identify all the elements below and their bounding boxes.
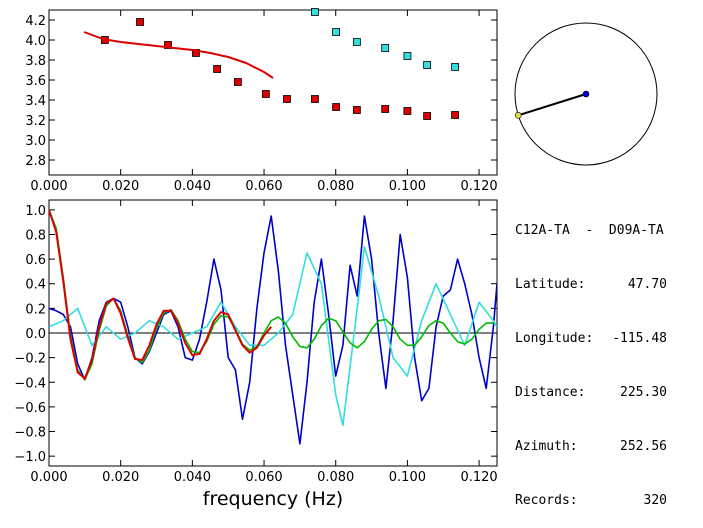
correlation-series-group	[49, 209, 497, 445]
dispersion-marker-cyan	[403, 52, 412, 60]
dispersion-chart: 0.000 0.020 0.040 0.060 0.080 0.100 0.120 2.8 3.…	[25, 8, 498, 194]
correlation-xtick-label: 0.100	[389, 470, 426, 485]
dispersion-ytick-label: 2.8	[25, 154, 46, 169]
dispersion-marker-red	[403, 107, 412, 115]
info-row-longitude: Longitude: -115.48	[515, 330, 667, 348]
info-row-records: Records: 320	[515, 492, 667, 510]
correlation-ytick-label: −0.8	[14, 426, 46, 441]
correlation-ytick-label: 0.0	[25, 327, 46, 342]
dispersion-xtick-label: 0.080	[317, 179, 354, 194]
dispersion-marker-red	[164, 41, 172, 49]
info-row-latitude: Latitude: 47.70	[515, 276, 667, 294]
station-pair: C12A-TA - D09A-TA	[515, 223, 664, 238]
dispersion-marker-red	[381, 105, 390, 113]
dispersion-marker-red	[233, 78, 242, 86]
correlation-ytick-label: −0.2	[14, 352, 46, 367]
correlation-xtick-label: 0.120	[460, 470, 497, 485]
station-info-panel: C12A-TA - D09A-TA Latitude: 47.70 Longitu…	[515, 186, 667, 528]
dispersion-marker-red	[213, 65, 221, 73]
latitude-value: 47.70	[627, 277, 667, 292]
azimuth-circle	[514, 22, 658, 166]
azimuth-label: Azimuth:	[515, 439, 578, 454]
correlation-ytick-label: 0.2	[25, 302, 46, 317]
correlation-xtick-label: 0.000	[30, 470, 67, 485]
correlation-line-green	[49, 209, 494, 381]
dispersion-marker-red	[311, 95, 319, 103]
longitude-value: -115.48	[612, 331, 667, 346]
dispersion-xtick-label: 0.020	[102, 179, 139, 194]
dispersion-marker-red	[136, 18, 144, 26]
dispersion-line-red	[83, 31, 274, 79]
distance-label: Distance:	[515, 385, 586, 400]
dispersion-marker-red	[332, 103, 340, 111]
dispersion-marker-red	[283, 95, 291, 103]
station-end-dot	[514, 111, 522, 119]
dispersion-series-group	[83, 8, 459, 120]
correlation-ytick-label: −0.6	[14, 401, 46, 416]
dispersion-xtick-label: 0.000	[30, 179, 67, 194]
dispersion-ytick-label: 3.0	[25, 134, 46, 149]
dispersion-marker-cyan	[423, 61, 432, 69]
correlation-ytick-label: 0.6	[25, 253, 46, 268]
dispersion-marker-red	[352, 106, 361, 114]
info-row-distance: Distance: 225.30	[515, 384, 667, 402]
azimuth-line	[517, 93, 587, 117]
dispersion-xtick-label: 0.060	[245, 179, 282, 194]
dispersion-xtick-label: 0.040	[174, 179, 211, 194]
dispersion-ytick-label: 4.2	[25, 14, 46, 29]
dispersion-ytick-label: 4.0	[25, 34, 46, 49]
dispersion-marker-red	[423, 112, 432, 120]
dispersion-ytick-label: 3.8	[25, 54, 46, 69]
correlation-line-cyan	[49, 246, 497, 427]
azimuth-diagram	[514, 22, 658, 166]
correlation-xtick-label: 0.060	[245, 470, 282, 485]
dispersion-marker-cyan	[352, 38, 361, 46]
dispersion-marker-cyan	[381, 44, 390, 52]
latitude-label: Latitude:	[515, 277, 586, 292]
correlation-ytick-label: 1.0	[25, 204, 46, 219]
correlation-xlabel: frequency (Hz)	[203, 488, 343, 510]
dispersion-ytick-label: 3.2	[25, 114, 46, 129]
correlation-ytick-label: 0.4	[25, 278, 46, 293]
correlation-ytick-label: 0.8	[25, 228, 46, 243]
dispersion-marker-cyan	[332, 28, 340, 36]
correlation-xtick-label: 0.040	[174, 470, 211, 485]
correlation-xtick-label: 0.020	[102, 470, 139, 485]
azimuth-value: 252.56	[620, 439, 667, 454]
longitude-label: Longitude:	[515, 331, 594, 346]
dispersion-xtick-label: 0.100	[389, 179, 426, 194]
dispersion-marker-red	[261, 90, 270, 98]
dispersion-marker-red	[451, 111, 459, 119]
dispersion-ytick-label: 3.6	[25, 74, 46, 89]
records-label: Records:	[515, 493, 578, 508]
distance-value: 225.30	[620, 385, 667, 400]
station-center-dot	[582, 90, 590, 98]
correlation-line-blue	[49, 215, 497, 445]
records-value: 320	[643, 493, 667, 508]
correlation-line-red	[49, 209, 272, 380]
correlation-ytick-label: −1.0	[14, 450, 46, 465]
correlation-ytick-label: −0.4	[14, 376, 46, 391]
dispersion-marker-cyan	[451, 63, 459, 71]
dispersion-marker-red	[192, 49, 200, 57]
dispersion-xtick-label: 0.120	[460, 179, 497, 194]
dispersion-frame	[48, 9, 498, 176]
correlation-chart: 0.000 0.020 0.040 0.060 0.080 0.100 0.120 −1.0 −…	[14, 199, 498, 510]
dispersion-ytick-label: 3.4	[25, 94, 46, 109]
info-row-azimuth: Azimuth: 252.56	[515, 438, 667, 456]
correlation-xtick-label: 0.080	[317, 470, 354, 485]
dispersion-marker-cyan	[311, 8, 319, 16]
